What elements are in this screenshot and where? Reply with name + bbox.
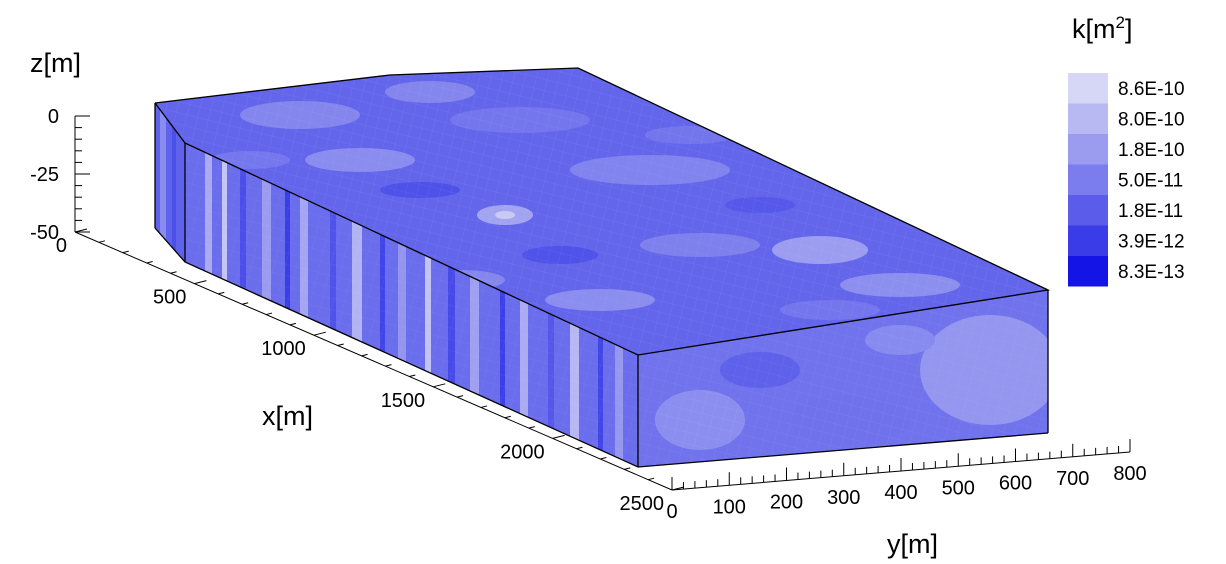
x-minor-tick <box>576 446 583 450</box>
colorbar-swatch <box>1068 164 1108 195</box>
colorbar-swatch <box>1068 73 1108 104</box>
colorbar-swatch <box>1068 225 1108 256</box>
x-minor-tick <box>385 364 392 367</box>
colorbar-swatch <box>1068 134 1108 165</box>
colorbar-label: 8.0E-10 <box>1118 110 1185 131</box>
x-minor-tick <box>98 240 106 243</box>
colorbar-label: 3.9E-12 <box>1118 232 1185 253</box>
x-tick-mark <box>313 331 326 336</box>
colorbar-title: k[m2] <box>1072 13 1132 44</box>
x-tick-label: 2000 <box>500 441 545 463</box>
y-tick-label: 500 <box>942 477 975 499</box>
x-minor-tick <box>480 405 488 408</box>
y-axis-title: y[m] <box>887 529 938 559</box>
x-minor-tick <box>600 457 607 460</box>
x-tick-label: 500 <box>153 287 186 309</box>
colorbar-label: 5.0E-11 <box>1118 171 1183 192</box>
x-minor-tick <box>504 415 511 419</box>
colorbar-legend: k[m2] 8.6E-10 8.0E-10 1.8E-10 5.0E-11 1.8E-1… <box>1068 13 1185 287</box>
x-minor-tick <box>218 291 225 295</box>
x-minor-tick <box>647 477 655 481</box>
x-minor-tick <box>624 467 631 470</box>
x-tick-label: 0 <box>56 235 67 257</box>
y-tick-label: 600 <box>999 473 1032 495</box>
x-minor-tick <box>170 271 177 274</box>
x-tick-mark <box>433 383 446 388</box>
y-tick-label: 100 <box>713 496 746 518</box>
x-minor-tick <box>528 426 535 429</box>
z-axis: 0 -25 -50 z[m] <box>30 48 90 244</box>
x-tick-mark <box>552 434 565 439</box>
colorbar-swatch <box>1068 256 1108 287</box>
x-tick-label: 1500 <box>381 390 426 412</box>
z-axis-title: z[m] <box>30 48 81 78</box>
colorbar-label: 1.8E-10 <box>1118 140 1185 161</box>
x-tick-mark <box>194 280 207 285</box>
y-tick-label: 700 <box>1056 468 1089 490</box>
y-tick-label: 0 <box>666 501 677 523</box>
colorbar-swatch <box>1068 195 1108 226</box>
z-tick-label: -50 <box>30 222 59 244</box>
x-minor-tick <box>265 312 273 316</box>
colorbar-label: 1.8E-11 <box>1118 201 1183 222</box>
x-minor-tick <box>122 250 129 254</box>
y-axis: 0 100 200 300 400 500 600 700 800 y[m] <box>666 439 1147 559</box>
x-minor-tick <box>289 322 297 326</box>
block-edges <box>154 67 1051 468</box>
x-minor-tick <box>146 260 153 264</box>
colorbar-label: 8.3E-13 <box>1118 262 1185 283</box>
x-axis: 0 500 1000 1500 2000 2500 x[m] <box>56 228 685 515</box>
z-tick-label: 0 <box>48 106 59 128</box>
y-tick-label: 300 <box>827 487 860 509</box>
y-tick-label: 400 <box>884 482 917 504</box>
x-minor-tick <box>456 395 464 398</box>
z-tick-label: -25 <box>30 164 59 186</box>
y-tick-label: 200 <box>770 492 803 514</box>
x-minor-tick <box>409 374 416 377</box>
x-tick-label: 2500 <box>620 493 665 515</box>
x-minor-tick <box>337 343 344 347</box>
x-axis-title: x[m] <box>262 401 313 431</box>
x-minor-tick <box>242 302 249 305</box>
x-tick-label: 1000 <box>261 338 306 360</box>
colorbar-label: 8.6E-10 <box>1118 79 1185 100</box>
x-minor-tick <box>361 353 368 357</box>
x-tick-mark <box>74 228 88 233</box>
colorbar-swatch <box>1068 103 1108 134</box>
y-tick-label: 800 <box>1113 463 1146 485</box>
